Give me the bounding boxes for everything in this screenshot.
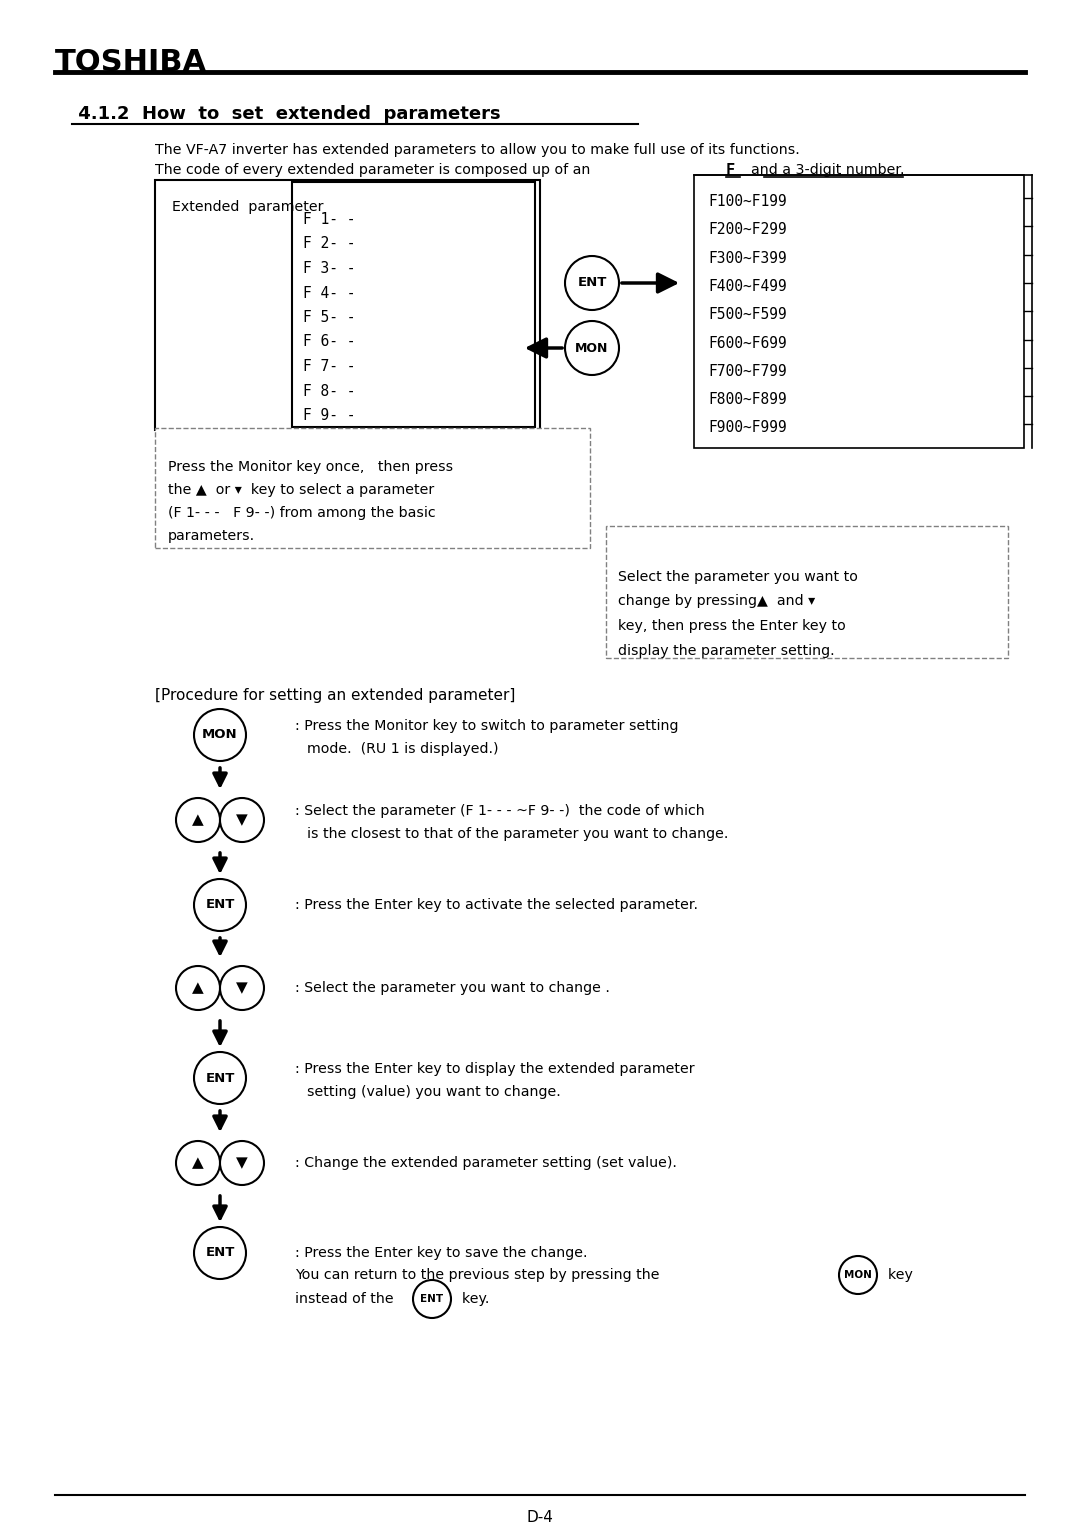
Text: F 6- -: F 6- - (303, 334, 355, 350)
Circle shape (220, 967, 264, 1009)
Circle shape (194, 709, 246, 760)
Circle shape (565, 257, 619, 310)
Bar (156, 180, 540, 431)
Text: 4.1.2  How  to  set  extended  parameters: 4.1.2 How to set extended parameters (72, 105, 501, 124)
Text: instead of the: instead of the (295, 1292, 393, 1306)
Circle shape (194, 1228, 246, 1280)
Circle shape (176, 967, 220, 1009)
Circle shape (413, 1280, 451, 1318)
Text: F 8- -: F 8- - (303, 383, 355, 399)
Text: You can return to the previous step by pressing the: You can return to the previous step by p… (295, 1267, 660, 1283)
Circle shape (220, 1141, 264, 1185)
Text: F: F (726, 163, 735, 179)
Text: ▲: ▲ (192, 980, 204, 996)
Bar (694, 176, 1024, 447)
Text: mode.  (RU 1 is displayed.): mode. (RU 1 is displayed.) (307, 742, 499, 756)
Text: F100~F199: F100~F199 (708, 194, 786, 209)
Text: F600~F699: F600~F699 (708, 336, 786, 351)
Text: ▼: ▼ (237, 812, 248, 828)
Text: : Press the Enter key to activate the selected parameter.: : Press the Enter key to activate the se… (295, 898, 698, 912)
Text: F400~F499: F400~F499 (708, 279, 786, 293)
Text: The code of every extended parameter is composed up of an: The code of every extended parameter is … (156, 163, 595, 177)
Text: : Select the parameter (F 1- - - ~F 9- -)  the code of which: : Select the parameter (F 1- - - ~F 9- -… (295, 805, 705, 818)
Bar (606, 525, 1008, 658)
Text: F 9- -: F 9- - (303, 408, 355, 423)
Text: : Select the parameter you want to change .: : Select the parameter you want to chang… (295, 980, 610, 996)
Text: F 2- -: F 2- - (303, 237, 355, 252)
Text: ▲: ▲ (192, 812, 204, 828)
Circle shape (176, 1141, 220, 1185)
Text: F 7- -: F 7- - (303, 359, 355, 374)
Text: ENT: ENT (578, 276, 607, 290)
Text: is the closest to that of the parameter you want to change.: is the closest to that of the parameter … (307, 828, 728, 841)
Text: MON: MON (576, 342, 609, 354)
Text: Press the Monitor key once,   then press: Press the Monitor key once, then press (168, 460, 454, 473)
Text: ▼: ▼ (237, 980, 248, 996)
Text: D-4: D-4 (527, 1510, 553, 1525)
Text: setting (value) you want to change.: setting (value) you want to change. (307, 1086, 561, 1099)
Circle shape (565, 321, 619, 376)
Text: MON: MON (202, 728, 238, 742)
Circle shape (220, 799, 264, 841)
Text: key.: key. (453, 1292, 489, 1306)
Text: The VF-A7 inverter has extended parameters to allow you to make full use of its : The VF-A7 inverter has extended paramete… (156, 144, 800, 157)
Text: F500~F599: F500~F599 (708, 307, 786, 322)
Text: Extended  parameter: Extended parameter (172, 200, 324, 214)
Text: : Change the extended parameter setting (set value).: : Change the extended parameter setting … (295, 1156, 677, 1170)
Text: F 1- -: F 1- - (303, 212, 355, 228)
Text: change by pressing▲  and ▾: change by pressing▲ and ▾ (618, 594, 815, 608)
Text: parameters.: parameters. (168, 528, 255, 544)
Text: ENT: ENT (205, 1072, 234, 1084)
Text: : Press the Monitor key to switch to parameter setting: : Press the Monitor key to switch to par… (295, 719, 678, 733)
Text: F300~F399: F300~F399 (708, 250, 786, 266)
Circle shape (194, 880, 246, 931)
Text: TOSHIBA: TOSHIBA (55, 47, 207, 76)
Circle shape (176, 799, 220, 841)
Text: : Press the Enter key to save the change.: : Press the Enter key to save the change… (295, 1246, 588, 1260)
Text: (F 1- - -   F 9- -) from among the basic: (F 1- - - F 9- -) from among the basic (168, 505, 435, 521)
Text: F 3- -: F 3- - (303, 261, 355, 276)
Text: ▼: ▼ (237, 1156, 248, 1171)
Text: F 4- -: F 4- - (303, 286, 355, 301)
Text: key, then press the Enter key to: key, then press the Enter key to (618, 618, 846, 634)
Bar (156, 428, 590, 548)
Text: [Procedure for setting an extended parameter]: [Procedure for setting an extended param… (156, 689, 515, 702)
Bar (292, 182, 535, 428)
Text: F700~F799: F700~F799 (708, 363, 786, 379)
Text: ENT: ENT (420, 1293, 444, 1304)
Circle shape (194, 1052, 246, 1104)
Text: display the parameter setting.: display the parameter setting. (618, 643, 835, 658)
Text: F200~F299: F200~F299 (708, 223, 786, 237)
Text: ENT: ENT (205, 1246, 234, 1260)
Text: : Press the Enter key to display the extended parameter: : Press the Enter key to display the ext… (295, 1061, 694, 1077)
Text: ▲: ▲ (192, 1156, 204, 1171)
Text: key: key (879, 1267, 913, 1283)
Text: F800~F899: F800~F899 (708, 392, 786, 408)
Text: the ▲  or ▾  key to select a parameter: the ▲ or ▾ key to select a parameter (168, 483, 434, 496)
Text: ENT: ENT (205, 898, 234, 912)
Text: F 5- -: F 5- - (303, 310, 355, 325)
Text: F900~F999: F900~F999 (708, 420, 786, 435)
Text: Select the parameter you want to: Select the parameter you want to (618, 570, 858, 583)
Circle shape (839, 1257, 877, 1293)
Text: MON: MON (845, 1270, 872, 1280)
Text: and a 3-digit number.: and a 3-digit number. (742, 163, 905, 177)
